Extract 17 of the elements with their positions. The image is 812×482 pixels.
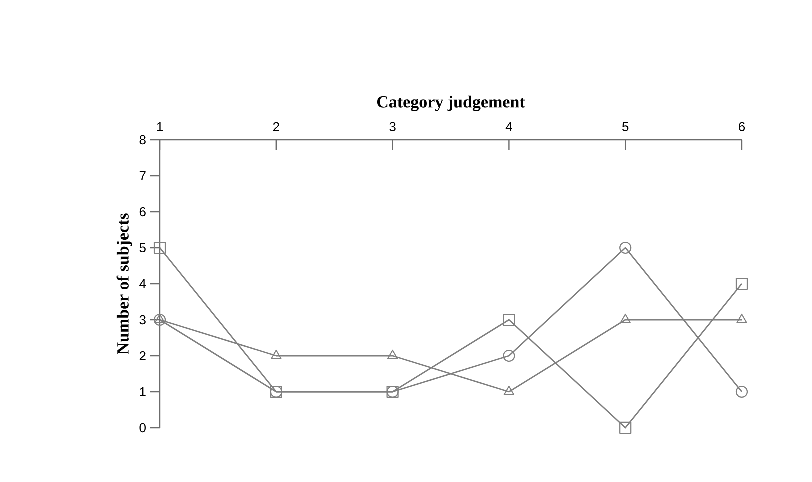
x-tick-label: 5 bbox=[622, 122, 629, 132]
y-tick-label: 7 bbox=[140, 172, 146, 180]
y-tick-label: 5 bbox=[140, 243, 146, 253]
y-tick-label: 4 bbox=[140, 280, 146, 288]
y-tick-label: 3 bbox=[140, 315, 146, 325]
x-tick-label: 6 bbox=[739, 122, 746, 132]
x-axis-title: Category judgement bbox=[377, 96, 526, 112]
y-tick-label: 0 bbox=[140, 423, 146, 433]
x-tick-label: 3 bbox=[390, 122, 396, 132]
x-tick-label: 1 bbox=[157, 122, 163, 132]
y-tick-label: 6 bbox=[140, 207, 146, 217]
y-axis-title: Number of subjects bbox=[116, 214, 132, 354]
y-tick-label: 8 bbox=[140, 135, 146, 145]
x-tick-label: 4 bbox=[506, 122, 512, 132]
y-tick-label: 1 bbox=[140, 388, 146, 396]
y-tick-label: 2 bbox=[140, 351, 146, 361]
x-tick-label: 2 bbox=[273, 122, 280, 132]
